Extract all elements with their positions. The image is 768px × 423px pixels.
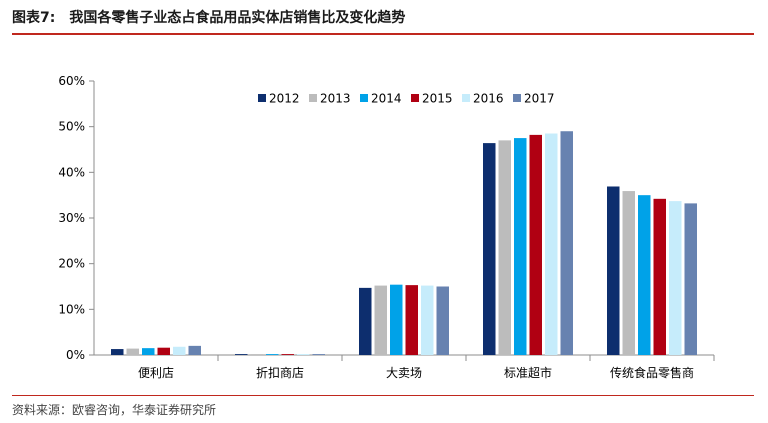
bar-2013-1 xyxy=(250,354,263,355)
bar-2012-3 xyxy=(483,143,496,355)
legend-swatch-2012 xyxy=(258,94,266,102)
legend-label-2012: 2012 xyxy=(269,92,300,106)
legend-label-2015: 2015 xyxy=(422,92,453,106)
figure-label: 图表7: xyxy=(12,10,56,26)
y-tick-label: 30% xyxy=(58,211,85,225)
bar-2017-1 xyxy=(312,354,325,355)
bar-2012-0 xyxy=(111,349,124,355)
source-note: 资料来源：欧睿咨询，华泰证券研究所 xyxy=(12,403,217,417)
bar-2016-3 xyxy=(545,133,558,355)
bar-2013-0 xyxy=(126,348,139,355)
bar-2017-2 xyxy=(436,286,449,355)
legend-swatch-2014 xyxy=(360,94,368,102)
legend-swatch-2013 xyxy=(309,94,317,102)
bar-2014-2 xyxy=(390,284,403,355)
x-tick-label: 传统食品零售商 xyxy=(610,365,694,380)
bar-2015-2 xyxy=(405,285,418,355)
bar-2015-3 xyxy=(529,134,542,355)
bar-2014-1 xyxy=(266,354,279,355)
source-rule xyxy=(12,395,754,396)
bar-2017-3 xyxy=(560,131,573,355)
y-tick-label: 20% xyxy=(58,257,85,271)
y-tick-label: 50% xyxy=(58,120,85,134)
legend-swatch-2015 xyxy=(411,94,419,102)
bar-2017-4 xyxy=(684,203,697,355)
legend-swatch-2017 xyxy=(513,94,521,102)
bar-2014-3 xyxy=(514,138,527,355)
y-tick-label: 40% xyxy=(58,165,85,179)
bar-2013-3 xyxy=(498,140,511,355)
y-tick-label: 10% xyxy=(58,302,85,316)
bar-2013-4 xyxy=(622,191,635,355)
bar-2015-4 xyxy=(653,198,666,355)
bar-2012-2 xyxy=(359,287,372,355)
bar-2016-0 xyxy=(173,346,186,355)
x-tick-label: 大卖场 xyxy=(386,366,422,380)
legend-swatch-2016 xyxy=(462,94,470,102)
bar-2016-4 xyxy=(669,201,682,355)
figure-title-text: 我国各零售子业态占食品用品实体店销售比及变化趋势 xyxy=(69,10,406,26)
bar-2015-1 xyxy=(281,354,294,355)
legend-label-2017: 2017 xyxy=(524,92,555,106)
x-tick-label: 折扣商店 xyxy=(256,365,304,380)
legend-label-2014: 2014 xyxy=(371,92,402,106)
bar-2013-2 xyxy=(374,285,387,355)
x-tick-label: 标准超市 xyxy=(504,365,552,380)
bar-2014-0 xyxy=(142,348,155,355)
bar-2017-0 xyxy=(188,345,201,355)
y-tick-label: 0% xyxy=(66,348,85,362)
figure-title: 图表7: 我国各零售子业态占食品用品实体店销售比及变化趋势 xyxy=(12,7,405,27)
bar-2012-1 xyxy=(235,354,248,355)
title-rule xyxy=(12,33,754,35)
legend-label-2013: 2013 xyxy=(320,92,351,106)
bar-2016-1 xyxy=(297,354,310,355)
bar-2012-4 xyxy=(607,186,620,355)
bar-2016-2 xyxy=(421,285,434,355)
y-tick-label: 60% xyxy=(58,74,85,88)
bar-2015-0 xyxy=(157,347,170,355)
bar-2014-4 xyxy=(638,195,651,355)
legend-label-2016: 2016 xyxy=(473,92,504,106)
x-tick-label: 便利店 xyxy=(138,366,174,380)
